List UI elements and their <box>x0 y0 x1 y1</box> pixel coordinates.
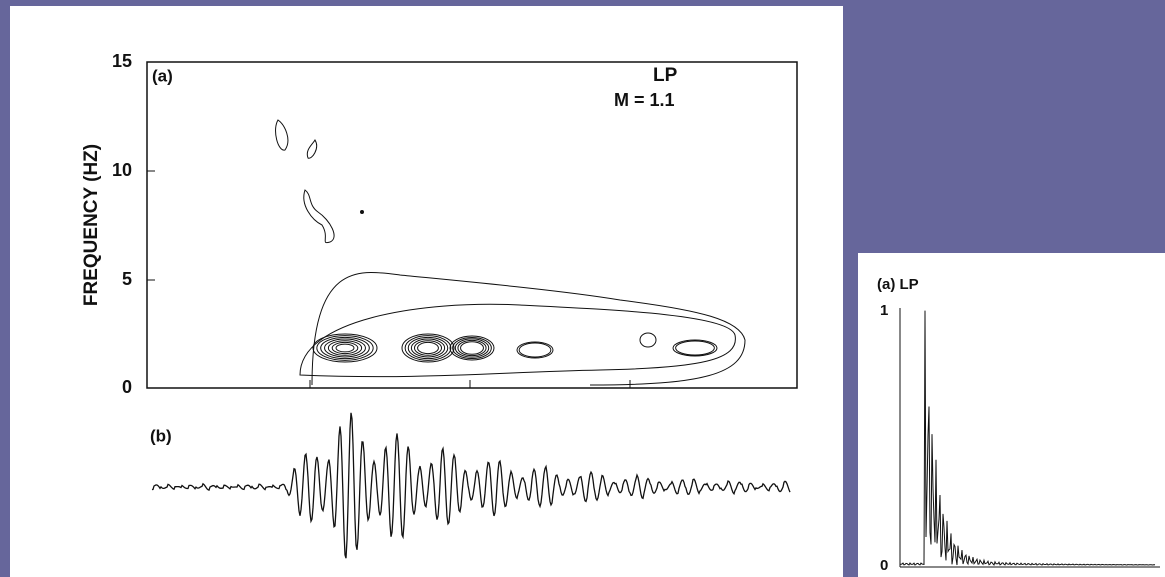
contour <box>312 333 378 363</box>
contour <box>401 333 455 363</box>
contour <box>413 340 443 356</box>
contour <box>320 336 370 360</box>
y-ticks: 15 10 5 0 <box>112 51 155 397</box>
contour <box>449 335 495 361</box>
contour <box>460 341 484 355</box>
left-figure <box>10 6 843 577</box>
contours <box>275 119 746 386</box>
panel-label: (a) LP <box>877 276 919 293</box>
waveform <box>151 412 791 559</box>
panel-label: (a) <box>152 66 173 85</box>
contour <box>335 343 355 353</box>
contour <box>675 340 715 356</box>
contour <box>311 272 746 386</box>
contour <box>303 189 335 244</box>
contour <box>417 341 439 355</box>
contour <box>306 139 318 159</box>
contour-dot <box>360 210 364 214</box>
contour <box>672 339 718 357</box>
y-tick-label: 0 <box>880 557 888 574</box>
contour <box>327 340 363 356</box>
y-tick-label: 1 <box>880 302 888 319</box>
contour <box>299 303 736 378</box>
contour <box>324 338 366 358</box>
contour <box>331 341 359 355</box>
magnitude: M = 1.1 <box>614 90 675 110</box>
contour <box>518 342 552 358</box>
contour <box>454 338 490 358</box>
contour <box>316 335 374 361</box>
contour <box>404 335 452 361</box>
spectrum <box>899 310 1156 566</box>
y-tick-label: 0 <box>122 377 132 397</box>
event-type: LP <box>653 65 678 86</box>
contour <box>516 341 554 359</box>
y-tick-label: 10 <box>112 160 132 180</box>
plot-frame <box>146 61 798 389</box>
y-axis-title: FREQUENCY (HZ) <box>81 144 102 306</box>
right-figure <box>858 253 1165 577</box>
panel-label: (b) <box>150 426 172 445</box>
contour <box>275 119 289 151</box>
contour <box>457 339 487 357</box>
contour <box>452 336 492 360</box>
contour <box>407 336 449 360</box>
contour <box>410 338 446 358</box>
y-tick-label: 15 <box>112 51 132 71</box>
y-tick-label: 5 <box>122 269 132 289</box>
contour <box>639 332 657 348</box>
